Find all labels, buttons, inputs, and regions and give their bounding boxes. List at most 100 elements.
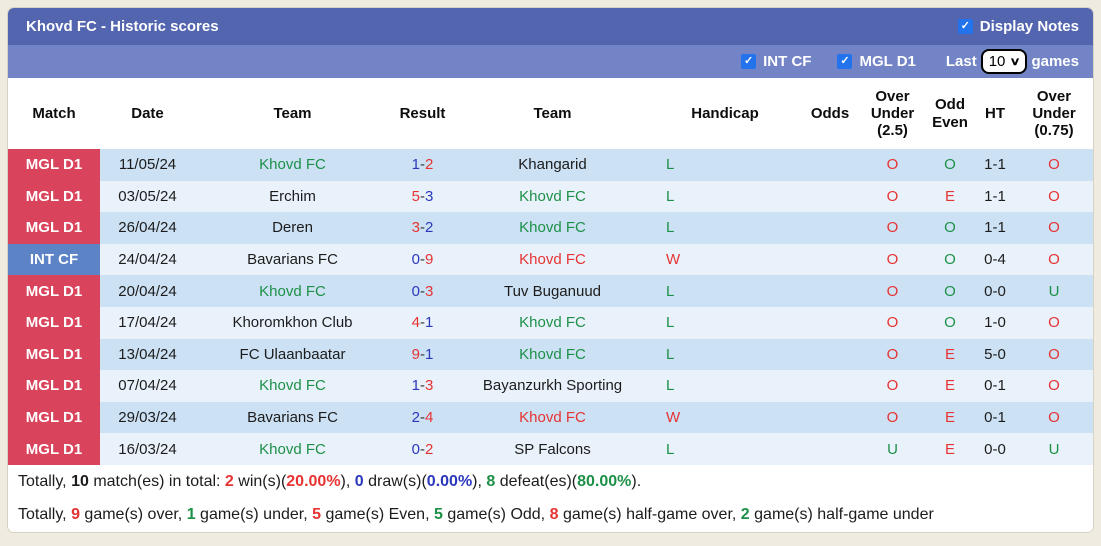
score: 5-3	[411, 187, 434, 205]
home-team: Deren	[272, 219, 313, 237]
table-body: MGL D1 11/05/24 Khovd FC 1-2 Khangarid L O O 1-1…	[8, 149, 1093, 465]
home-team: Khovd FC	[259, 440, 326, 458]
filter-int-cf[interactable]: ✓ INT CF	[741, 53, 811, 70]
odd-even: E	[944, 440, 955, 458]
display-notes-label: Display Notes	[979, 18, 1079, 35]
match-date: 24/04/24	[118, 251, 177, 269]
odd-even: O	[944, 156, 956, 174]
league-badge: MGL D1	[8, 338, 100, 371]
league-badge: INT CF	[8, 243, 100, 276]
match-date: 11/05/24	[118, 156, 177, 174]
half-time-score: 1-0	[984, 314, 1006, 332]
match-date: 29/03/24	[118, 409, 177, 427]
column-header: HT	[985, 104, 1005, 122]
odd-even: O	[944, 251, 956, 269]
away-team: Khovd FC	[519, 409, 586, 427]
over-under-0-75: O	[1048, 219, 1060, 237]
score: 0-9	[411, 251, 434, 269]
odd-even: O	[944, 314, 956, 332]
over-under-0-75: O	[1048, 251, 1060, 269]
league-badge: MGL D1	[8, 275, 100, 307]
league-badge: MGL D1	[8, 433, 100, 465]
games-label: games	[1031, 53, 1079, 70]
handicap-result: L	[666, 440, 675, 458]
score: 1-2	[411, 156, 434, 174]
table-row: MGL D1 26/04/24 Deren 3-2 Khovd FC L O O 1-1 O	[8, 212, 1093, 244]
league-badge: MGL D1	[8, 370, 100, 402]
score: 3-2	[411, 219, 434, 237]
historic-scores-panel: Khovd FC - Historic scores ✓ Display Not…	[8, 8, 1093, 532]
over-under-2-5: O	[886, 345, 899, 363]
table-row: MGL D1 16/03/24 Khovd FC 0-2 SP Falcons L U E 0-…	[8, 433, 1093, 465]
away-team: Khovd FC	[519, 187, 586, 205]
table-row: MGL D1 07/04/24 Khovd FC 1-3 Bayanzurkh Spor…	[8, 370, 1093, 402]
league-badge: MGL D1	[8, 401, 100, 434]
handicap-result: L	[666, 345, 675, 363]
half-time-score: 0-0	[984, 282, 1006, 300]
table-row: MGL D1 11/05/24 Khovd FC 1-2 Khangarid L O O 1-1…	[8, 149, 1093, 181]
league-badge: MGL D1	[8, 149, 100, 181]
table-row: MGL D1 20/04/24 Khovd FC 0-3 Tuv Buganuud L O O…	[8, 275, 1093, 307]
home-team: FC Ulaanbaatar	[239, 345, 346, 363]
over-under-2-5: O	[886, 219, 899, 237]
score: 0-2	[411, 440, 434, 458]
table-row: INT CF 24/04/24 Bavarians FC 0-9 Khovd FC W O O…	[8, 243, 1093, 276]
half-time-score: 0-1	[984, 377, 1006, 395]
half-time-score: 0-4	[984, 251, 1006, 269]
column-header: Team	[533, 104, 572, 122]
match-date: 07/04/24	[118, 377, 177, 395]
handicap-result: W	[666, 409, 681, 427]
last-label: Last	[945, 53, 977, 70]
home-team: Erchim	[269, 187, 316, 205]
handicap-result: L	[666, 187, 675, 205]
last-games-select[interactable]: 10 ∨	[980, 49, 1028, 74]
filter-mgl-d1[interactable]: ✓ MGL D1	[837, 53, 916, 70]
over-under-2-5: O	[886, 251, 899, 269]
half-time-score: 1-1	[984, 187, 1006, 205]
match-date: 03/05/24	[118, 187, 177, 205]
over-under-0-75: O	[1048, 156, 1060, 174]
over-under-0-75: U	[1048, 440, 1060, 458]
column-header: Date	[131, 104, 164, 122]
summary-line-2: Totally, 9 game(s) over, 1 game(s) under…	[8, 498, 1093, 532]
over-under-0-75: O	[1048, 345, 1060, 363]
display-notes-toggle[interactable]: ✓ Display Notes	[957, 18, 1079, 35]
away-team: Bayanzurkh Sporting	[482, 377, 623, 395]
over-under-0-75: O	[1048, 187, 1060, 205]
match-date: 17/04/24	[118, 314, 177, 332]
odd-even: E	[944, 377, 955, 395]
away-team: Khovd FC	[519, 345, 586, 363]
handicap-result: L	[666, 377, 675, 395]
league-badge: MGL D1	[8, 180, 100, 213]
score: 4-1	[411, 314, 434, 332]
over-under-2-5: O	[886, 187, 899, 205]
over-under-2-5: O	[886, 156, 899, 174]
match-date: 20/04/24	[118, 282, 177, 300]
column-header: Result	[399, 104, 446, 122]
odd-even: O	[944, 219, 956, 237]
half-time-score: 0-1	[984, 409, 1006, 427]
half-time-score: 0-0	[984, 440, 1006, 458]
mgl-d1-checkbox-icon[interactable]: ✓	[837, 54, 853, 69]
odd-even: E	[944, 409, 955, 427]
int-cf-checkbox-icon[interactable]: ✓	[741, 54, 757, 69]
over-under-0-75: U	[1048, 282, 1060, 300]
over-under-2-5: O	[886, 409, 899, 427]
chevron-down-icon: ∨	[1009, 56, 1022, 68]
handicap-result: L	[666, 219, 675, 237]
column-header: Team	[273, 104, 312, 122]
column-header: Over Under (2.5)	[870, 87, 915, 140]
odd-even: E	[944, 187, 955, 205]
title-bar: Khovd FC - Historic scores ✓ Display Not…	[8, 8, 1093, 45]
last-games-value: 10	[988, 53, 1006, 70]
display-notes-checkbox-icon[interactable]: ✓	[957, 19, 973, 34]
away-team: Khangarid	[518, 156, 587, 174]
handicap-result: L	[666, 156, 675, 174]
half-time-score: 1-1	[984, 219, 1006, 237]
column-header: Odd Even	[932, 96, 968, 131]
score: 1-3	[411, 377, 434, 395]
league-badge: MGL D1	[8, 212, 100, 244]
away-team: Tuv Buganuud	[503, 282, 602, 300]
score: 2-4	[411, 409, 434, 427]
away-team: Khovd FC	[519, 251, 586, 269]
